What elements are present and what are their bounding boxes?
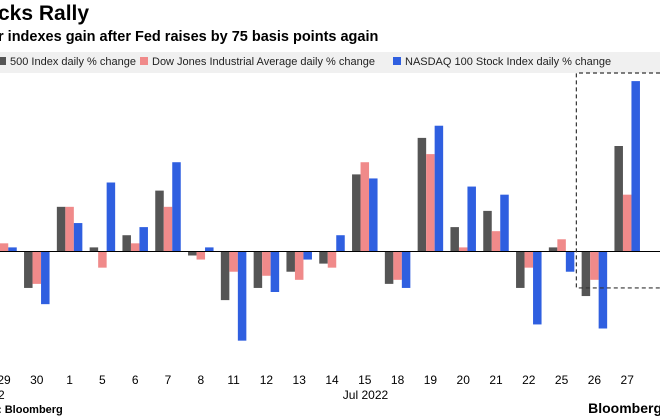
x-month-label: 2 [0,388,5,402]
x-tick-label: 27 [621,373,635,387]
highlight-box [575,72,660,289]
chart-subtitle: r indexes gain after Fed raises by 75 ba… [0,29,379,45]
bar-14-series-1 [327,251,337,268]
bar-25-series-0 [548,247,558,252]
bar-6-series-0 [122,235,131,252]
bar-30-series-2 [41,251,50,305]
legend-item-nasdaq: NASDAQ 100 Stock Index daily % change [393,56,611,68]
legend-label-sp500: 500 Index daily % change [10,56,136,68]
bar-20-series-0 [450,227,459,252]
bar-19-series-2 [434,125,444,252]
x-tick-label: 15 [358,373,372,387]
bar-19-series-1 [426,154,435,252]
x-month-label: Jul 2022 [343,388,389,402]
bar-29-series-1 [0,243,9,252]
legend-swatch-dow [140,57,148,65]
x-tick-label: 21 [489,373,503,387]
bar-18-series-0 [384,251,394,284]
bar-26-series-0 [581,251,591,297]
legend-swatch-sp500 [0,57,6,65]
bar-27-series-1 [622,194,632,252]
x-tick-label: 11 [227,373,240,387]
bar-7-series-1 [163,206,173,252]
x-tick-label: 18 [391,373,405,387]
legend-label-dow: Dow Jones Industrial Average daily % cha… [152,56,375,68]
bar-22-series-2 [533,251,542,325]
x-tick-label: 14 [325,373,339,387]
bar-13-series-2 [303,251,312,260]
bar-13-series-1 [294,251,304,280]
x-tick-label: 1 [66,373,73,387]
bar-6-series-2 [139,227,148,252]
bar-12-series-2 [270,251,280,292]
bar-21-series-0 [483,210,492,252]
bar-1-series-1 [65,206,74,252]
bar-25-series-2 [565,251,575,272]
source-note: : Bloomberg [0,404,63,416]
bar-5-series-2 [106,182,116,252]
bar-12-series-1 [262,251,271,276]
bloomberg-logo: Bloomberg [588,400,660,416]
bar-30-series-0 [24,251,33,288]
bar-11-series-0 [220,251,230,301]
bar-25-series-1 [557,239,566,252]
x-tick-label: 13 [293,373,307,387]
bar-19-series-0 [417,137,427,252]
x-tick-label: 22 [522,373,536,387]
bar-26-series-1 [590,251,599,280]
bar-15-series-1 [360,162,370,252]
bar-15-series-0 [352,174,361,252]
x-tick-label: 7 [165,373,172,387]
bar-8-series-0 [188,251,197,256]
chart-title: cks Rally [0,2,90,25]
bar-20-series-1 [458,247,468,252]
bar-8-series-1 [196,251,206,260]
bar-14-series-2 [336,235,345,252]
bar-26-series-2 [598,251,608,329]
x-tick-label: 25 [555,373,569,387]
legend-item-dow: Dow Jones Industrial Average daily % cha… [140,56,375,68]
x-tick-label: 29 [0,373,11,387]
bar-1-series-0 [56,206,66,252]
bar-29-series-2 [8,247,17,252]
x-tick-label: 12 [260,373,274,387]
x-tick-label: 5 [99,373,106,387]
bar-1-series-2 [73,223,83,252]
x-tick-label: 8 [197,373,204,387]
bar-21-series-2 [500,194,509,252]
x-tick-label: 30 [30,373,44,387]
bar-7-series-2 [172,162,181,252]
legend: 500 Index daily % change Dow Jones Indus… [0,52,660,73]
bar-20-series-2 [467,186,476,252]
bar-5-series-0 [89,247,99,252]
bar-6-series-1 [130,243,140,252]
bar-27-series-2 [631,81,640,252]
bar-7-series-0 [155,190,164,252]
x-tick-label: 20 [457,373,471,387]
bar-22-series-1 [524,251,534,268]
bar-21-series-1 [491,231,501,252]
bar-18-series-1 [393,251,402,280]
bar-11-series-1 [229,251,238,272]
x-tick-label: 26 [588,373,602,387]
bar-8-series-2 [205,247,214,252]
bar-5-series-1 [98,251,107,268]
legend-item-sp500: 500 Index daily % change [0,56,136,68]
bar-15-series-2 [369,178,378,252]
bar-22-series-0 [516,251,525,288]
legend-swatch-nasdaq [393,57,401,65]
bar-18-series-2 [401,251,411,288]
bar-27-series-0 [614,146,623,252]
bar-11-series-2 [237,251,247,341]
bar-14-series-0 [319,251,328,264]
legend-label-nasdaq: NASDAQ 100 Stock Index daily % change [405,56,612,68]
x-tick-label: 19 [424,373,438,387]
bar-12-series-0 [253,251,263,288]
x-tick-label: 6 [132,373,139,387]
bar-13-series-0 [286,251,295,272]
bar-30-series-1 [32,251,42,284]
